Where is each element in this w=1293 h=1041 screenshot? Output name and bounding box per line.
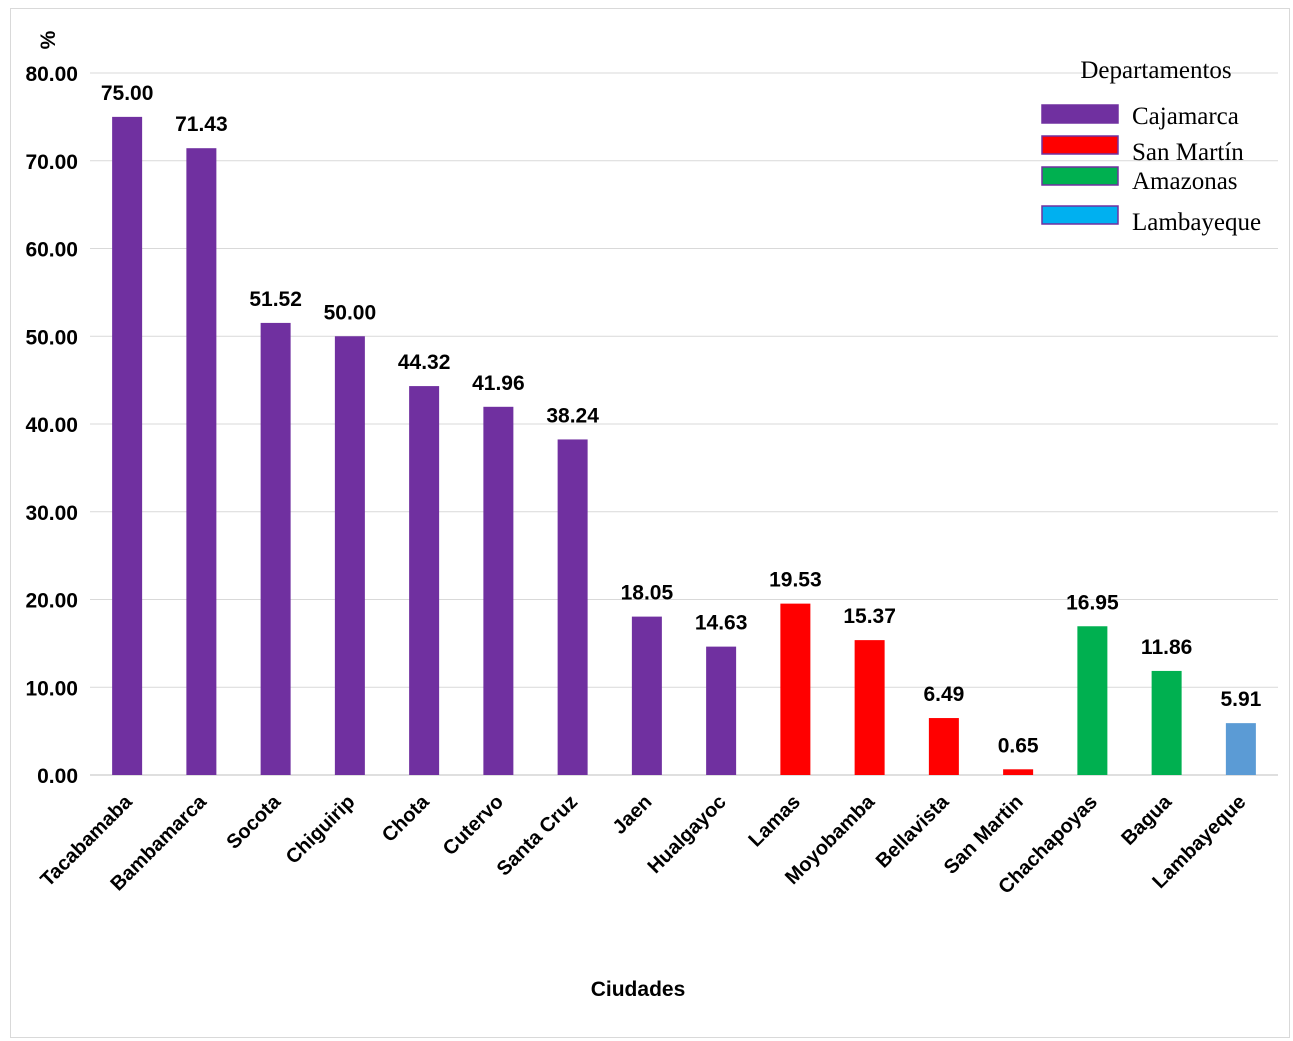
- data-label: 6.49: [923, 683, 964, 706]
- y-tick-label: 0.00: [37, 765, 78, 788]
- bar: [557, 439, 588, 775]
- y-axis-ticks: 0.00 10.00 20.00 30.00 40.00 50.00 60.00 70.00 8…: [25, 63, 78, 788]
- data-label: 11.86: [1141, 636, 1192, 659]
- legend-label: Cajamarca: [1132, 103, 1239, 130]
- y-tick-label: 10.00: [25, 677, 78, 700]
- legend-label: Amazonas: [1132, 168, 1238, 195]
- bar: [928, 718, 959, 775]
- legend-swatch: [1041, 205, 1119, 225]
- y-tick-label: 30.00: [25, 502, 78, 525]
- bar: [706, 646, 737, 775]
- x-tick-label: Santa Cruz: [493, 791, 582, 880]
- x-tick-label: Hualgayoc: [644, 791, 731, 878]
- x-tick-label: Socota: [222, 790, 285, 853]
- x-tick-label: Lamas: [745, 791, 805, 851]
- y-tick-label: 50.00: [25, 326, 78, 349]
- bar: [334, 336, 365, 775]
- bar: [1077, 626, 1108, 775]
- data-label: 71.43: [175, 113, 228, 136]
- bar: [112, 116, 143, 775]
- data-label: 15.37: [843, 605, 896, 628]
- data-label: 50.00: [324, 301, 377, 324]
- data-label: 38.24: [546, 404, 599, 427]
- bar: [409, 386, 440, 775]
- y-tick-label: 60.00: [25, 239, 78, 262]
- bar: [483, 406, 514, 775]
- data-label: 75.00: [101, 82, 154, 105]
- y-tick-label: 20.00: [25, 590, 78, 613]
- bars: [112, 116, 1256, 775]
- bar: [1225, 723, 1256, 775]
- data-label: 16.95: [1066, 591, 1119, 614]
- data-label: 51.52: [249, 288, 302, 311]
- legend-swatch: [1041, 104, 1119, 124]
- legend-swatch: [1041, 135, 1119, 155]
- x-axis-title: Ciudades: [591, 978, 686, 1001]
- data-label: 41.96: [472, 372, 525, 395]
- bar: [854, 640, 885, 775]
- bar: [780, 603, 811, 775]
- legend-title: Departamentos: [1080, 57, 1231, 84]
- data-label: 18.05: [621, 582, 674, 605]
- data-label: 19.53: [769, 569, 822, 592]
- data-labels: 75.00 71.43 51.52 50.00 44.32 41.96 38.24 18.05…: [101, 82, 1262, 757]
- legend-label: San Martín: [1132, 139, 1244, 166]
- data-label: 5.91: [1220, 688, 1261, 711]
- data-label: 0.65: [998, 734, 1039, 757]
- x-tick-label: Jaen: [609, 791, 657, 839]
- x-tick-label: Chota: [378, 790, 434, 846]
- y-tick-label: 80.00: [25, 63, 78, 86]
- bar: [631, 616, 662, 775]
- y-tick-label: 40.00: [25, 414, 78, 437]
- legend-swatch: [1041, 166, 1119, 186]
- data-label: 14.63: [695, 612, 748, 635]
- legend-label: Lambayeque: [1132, 209, 1261, 236]
- bar: [1151, 670, 1182, 775]
- data-label: 44.32: [398, 351, 451, 374]
- x-tick-label: Cutervo: [439, 791, 508, 860]
- bar: [260, 322, 291, 775]
- bar: [186, 148, 217, 775]
- x-tick-label: Chiguirip: [282, 791, 360, 869]
- y-tick-label: 70.00: [25, 151, 78, 174]
- y-axis-title: %: [37, 30, 60, 49]
- bar: [1003, 769, 1034, 775]
- x-tick-label: Bagua: [1117, 790, 1176, 849]
- legend: Departamentos Cajamarca San MartínAmazona…: [1041, 57, 1261, 236]
